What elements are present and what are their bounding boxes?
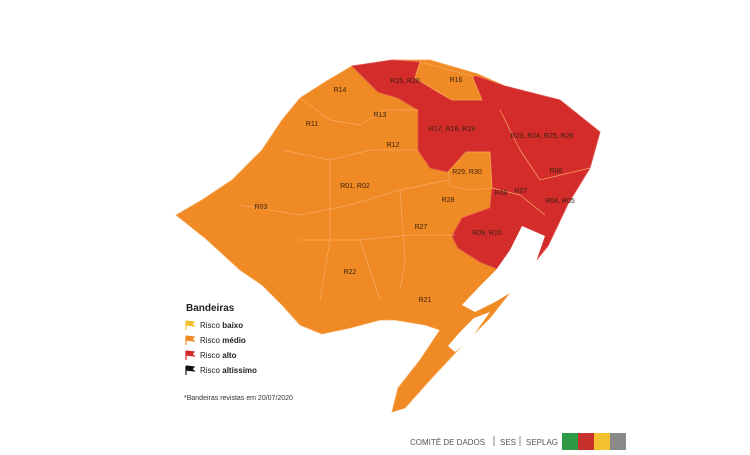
legend-flag: [185, 350, 196, 360]
region-label: R29, R30: [452, 169, 482, 176]
region-label: R14: [334, 87, 347, 94]
region-borders: [239, 97, 591, 301]
region-label: R27: [415, 224, 428, 231]
region-label: R17, R18, R19: [429, 126, 475, 133]
region-label: R11: [306, 121, 318, 128]
state-map: [175, 59, 601, 413]
region-label: R07: [515, 188, 528, 195]
border: [499, 109, 591, 181]
legend-emphasis: altíssimo: [222, 366, 257, 375]
legend: Bandeiras *Bandeiras revistas em 20/07/2…: [184, 303, 293, 402]
region-label: R23, R24, R25, R26: [510, 133, 573, 140]
region-label: R09, R10: [472, 230, 502, 237]
border: [359, 239, 381, 301]
color-strip: [610, 433, 626, 450]
lagoon: [448, 312, 490, 352]
region-label: R04, R05: [545, 198, 575, 205]
footer-item: SES: [500, 438, 516, 447]
region-label: R01, R02: [340, 183, 370, 190]
legend-label: Risco altíssimo: [200, 366, 257, 375]
region-label: R08: [495, 190, 508, 197]
footer-item: SEPLAG: [526, 438, 558, 447]
lagoon: [462, 226, 545, 312]
region-label: R16: [450, 77, 463, 84]
legend-title: Bandeiras: [186, 303, 235, 314]
region-label: R28: [442, 197, 455, 204]
legend-label: Risco baixo: [200, 321, 243, 330]
region-labels: R14 R15, R20 R16 R11 R13 R17, R18, R19 R…: [255, 77, 575, 304]
legend-label: Risco médio: [200, 336, 246, 345]
region-label: R21: [419, 297, 432, 304]
legend-text: Risco: [200, 321, 221, 330]
color-strip: [594, 433, 610, 450]
legend-text: Risco: [200, 336, 221, 345]
color-strip: [578, 433, 594, 450]
region-label: R13: [374, 112, 387, 119]
border: [281, 149, 418, 161]
legend-flag: [185, 365, 196, 375]
border: [399, 189, 406, 291]
region-label: R12: [387, 142, 400, 149]
legend-note: *Bandeiras revistas em 20/07/2020: [184, 395, 293, 402]
region-label: R06: [550, 168, 563, 175]
legend-flag: [185, 335, 196, 345]
footer-item: COMITÊ DE DADOS: [410, 438, 485, 447]
legend-emphasis: alto: [222, 351, 236, 360]
border: [491, 187, 546, 216]
border: [239, 179, 449, 216]
medium-risk-area: [414, 61, 483, 101]
legend-text: Risco: [200, 366, 221, 375]
legend-emphasis: baixo: [222, 321, 243, 330]
region-label: R22: [344, 269, 357, 276]
region-label: R03: [255, 204, 268, 211]
legend-emphasis: médio: [222, 336, 246, 345]
legend-flag: [185, 320, 196, 330]
border: [299, 97, 418, 126]
border: [319, 160, 331, 301]
color-strip: [562, 433, 578, 450]
legend-text: Risco: [200, 351, 221, 360]
region-label: R15, R20: [390, 78, 420, 85]
legend-label: Risco alto: [200, 351, 237, 360]
footer: COMITÊ DE DADOS SES SEPLAG: [410, 433, 626, 450]
